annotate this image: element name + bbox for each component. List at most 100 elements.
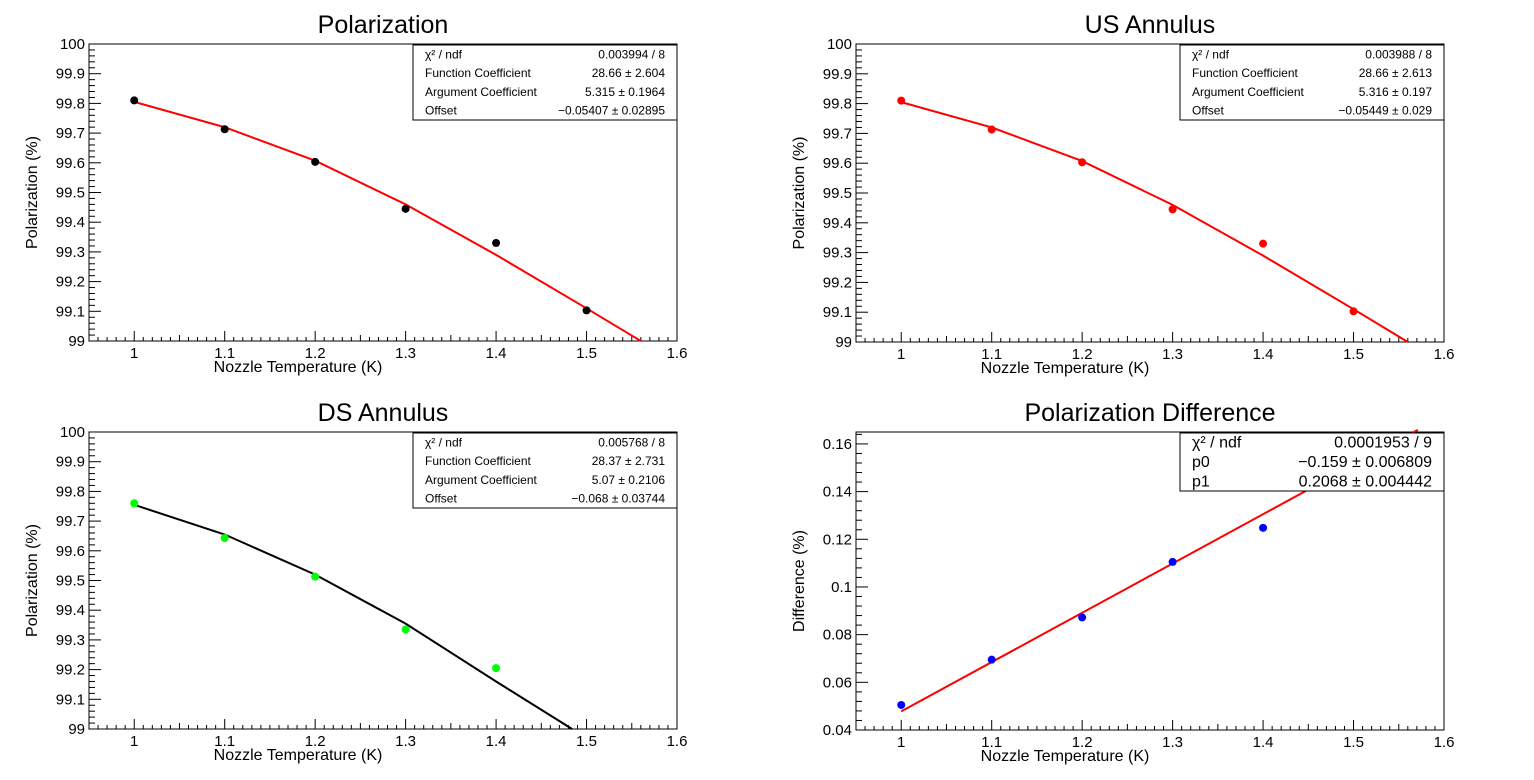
x-tick-label: 1.5 <box>576 345 597 362</box>
y-tick-label: 100 <box>60 424 85 441</box>
stats-label: Function Coefficient <box>425 66 532 80</box>
stats-value: 5.315 ± 0.1964 <box>585 85 665 99</box>
stats-label: p1 <box>1192 473 1210 490</box>
y-tick-label: 0.1 <box>831 579 852 596</box>
data-point <box>1078 613 1087 622</box>
stats-label: Argument Coefficient <box>425 473 538 487</box>
data-point <box>582 306 591 315</box>
data-point <box>492 664 501 673</box>
y-tick-label: 99.5 <box>56 573 85 590</box>
data-point <box>220 534 229 543</box>
chart-title: Polarization <box>318 11 449 39</box>
x-tick-label: 1.3 <box>395 733 416 750</box>
x-axis-label: Nozzle Temperature (K) <box>214 747 383 764</box>
y-tick-label: 99.3 <box>823 245 852 262</box>
y-tick-label: 99.2 <box>56 662 85 679</box>
x-tick-label: 1.6 <box>667 345 688 362</box>
stats-value: 5.316 ± 0.197 <box>1359 85 1433 99</box>
x-axis-label: Nozzle Temperature (K) <box>981 360 1150 377</box>
y-tick-label: 99.1 <box>56 691 85 708</box>
stats-label: Function Coefficient <box>1192 66 1299 80</box>
y-tick-label: 99.2 <box>823 274 852 291</box>
stats-label: Argument Coefficient <box>1192 85 1305 99</box>
fit-stats-box: χ² / ndf 0.005768 / 8 Function Coefficient… <box>412 432 678 509</box>
stats-value: 0.003994 / 8 <box>598 47 665 61</box>
x-tick-label: 1.5 <box>576 733 597 750</box>
x-tick-label: 1.1 <box>214 345 235 362</box>
data-point <box>987 125 996 134</box>
y-tick-label: 99 <box>68 333 85 350</box>
data-point <box>401 625 410 634</box>
x-tick-label: 1.4 <box>1253 734 1274 751</box>
chart-title: DS Annulus <box>318 399 449 427</box>
chart-title: US Annulus <box>1085 11 1216 39</box>
chart-panel-4: Polarization Difference 1 1.1 1.2 1.3 1.4 1.5 1… <box>791 399 1454 765</box>
data-point <box>897 700 906 709</box>
data-point <box>1078 158 1087 167</box>
y-tick-label: 99.8 <box>823 96 852 113</box>
chart-title: Polarization Difference <box>1024 399 1275 427</box>
data-point <box>492 238 501 247</box>
y-tick-label: 0.14 <box>823 484 852 501</box>
chart-panel-1: Polarization 1 1.1 1.2 1.3 1.4 1.5 1.6 99 99.1 99.… <box>24 11 687 376</box>
x-tick-label: 1 <box>130 733 138 750</box>
y-tick-label: 100 <box>827 36 852 53</box>
y-tick-label: 0.06 <box>823 674 852 691</box>
stats-box-frame <box>1179 432 1445 492</box>
y-tick-label: 99.3 <box>56 632 85 649</box>
stats-value: −0.05449 ± 0.029 <box>1338 104 1432 118</box>
stats-value: −0.159 ± 0.006809 <box>1298 454 1432 471</box>
y-tick-label: 99 <box>68 721 85 738</box>
stats-box-frame <box>412 432 678 509</box>
x-tick-label: 1.1 <box>981 346 1002 363</box>
stats-label: χ² / ndf <box>425 47 463 61</box>
x-tick-label: 1.4 <box>1253 346 1274 363</box>
stats-label: Offset <box>425 104 457 118</box>
data-point <box>1168 557 1177 566</box>
x-tick-label: 1 <box>130 345 138 362</box>
stats-label: p0 <box>1192 454 1210 471</box>
y-tick-label: 99.4 <box>56 214 85 231</box>
x-axis-label: Nozzle Temperature (K) <box>214 359 383 376</box>
x-tick-label: 1.2 <box>305 733 326 750</box>
stats-box-frame <box>1179 44 1445 121</box>
stats-label: χ² / ndf <box>1192 47 1230 61</box>
chart-panel-2: US Annulus 1 1.1 1.2 1.3 1.4 1.5 1.6 99 99.1 99.2 9… <box>791 11 1454 377</box>
stats-value: 0.005768 / 8 <box>598 435 665 449</box>
y-tick-label: 99.8 <box>56 483 85 500</box>
x-tick-label: 1.5 <box>1343 346 1364 363</box>
fit-stats-box: χ² / ndf 0.003988 / 8 Function Coefficient… <box>1179 44 1445 121</box>
fit-stats-box: χ² / ndf 0.0001953 / 9 p0 −0.159 ± 0.006809… <box>1179 432 1445 492</box>
stats-value: 0.0001953 / 9 <box>1334 435 1432 452</box>
x-tick-label: 1 <box>897 734 905 751</box>
x-tick-label: 1.3 <box>1162 734 1183 751</box>
y-tick-label: 99 <box>835 334 852 351</box>
y-tick-label: 99.4 <box>56 602 85 619</box>
stats-label: χ² / ndf <box>425 435 463 449</box>
x-tick-label: 1.2 <box>305 345 326 362</box>
x-tick-label: 1.5 <box>1343 734 1364 751</box>
data-point <box>1259 523 1268 532</box>
y-tick-label: 99.9 <box>823 66 852 83</box>
stats-value: 28.37 ± 2.731 <box>592 454 666 468</box>
x-tick-label: 1 <box>897 346 905 363</box>
fit-stats-box: χ² / ndf 0.003994 / 8 Function Coefficient… <box>412 44 678 121</box>
y-tick-label: 99.2 <box>56 274 85 291</box>
y-axis-label: Difference (%) <box>791 530 808 632</box>
x-tick-label: 1.1 <box>981 734 1002 751</box>
y-axis-label: Polarization (%) <box>24 524 41 637</box>
x-tick-label: 1.3 <box>395 345 416 362</box>
x-tick-label: 1.6 <box>667 733 688 750</box>
x-tick-label: 1.6 <box>1434 734 1455 751</box>
data-point <box>130 96 139 105</box>
y-tick-label: 99.9 <box>56 454 85 471</box>
stats-value: 0.2068 ± 0.004442 <box>1299 473 1432 490</box>
y-tick-label: 99.7 <box>56 513 85 530</box>
stats-label: Offset <box>1192 104 1224 118</box>
y-tick-label: 99.5 <box>823 185 852 202</box>
x-tick-label: 1.2 <box>1072 734 1093 751</box>
data-point <box>987 655 996 664</box>
y-tick-label: 0.12 <box>823 531 852 548</box>
x-tick-label: 1.3 <box>1162 346 1183 363</box>
chart-panel-3: DS Annulus 1 1.1 1.2 1.3 1.4 1.5 1.6 99 99.1 99.2 9… <box>24 399 687 764</box>
